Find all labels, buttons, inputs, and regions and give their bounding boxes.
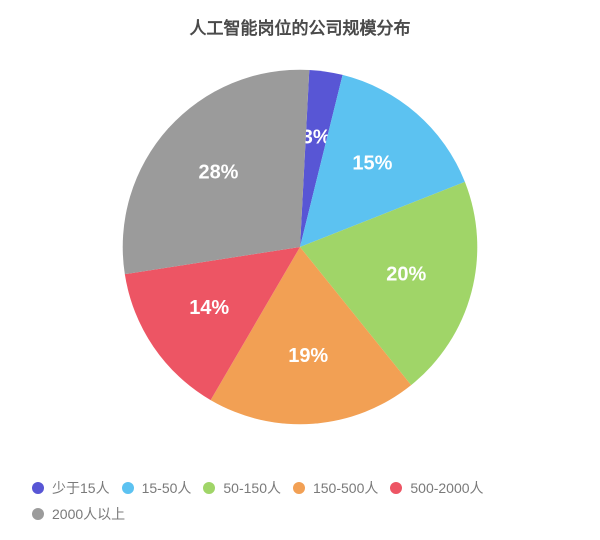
legend-label: 少于15人 bbox=[52, 478, 110, 498]
legend-swatch bbox=[293, 482, 305, 494]
legend-label: 2000人以上 bbox=[52, 504, 125, 524]
legend-swatch bbox=[122, 482, 134, 494]
legend-swatch bbox=[203, 482, 215, 494]
slice-label: 19% bbox=[288, 345, 328, 367]
legend-label: 50-150人 bbox=[223, 478, 281, 498]
legend-item: 150-500人 bbox=[293, 478, 378, 498]
legend: 少于15人 15-50人 50-150人 150-500人 500-2000人 2000人… bbox=[0, 478, 600, 524]
legend-label: 150-500人 bbox=[313, 478, 378, 498]
legend-swatch bbox=[32, 482, 44, 494]
legend-item: 15-50人 bbox=[122, 478, 192, 498]
legend-swatch bbox=[390, 482, 402, 494]
legend-item: 少于15人 bbox=[32, 478, 110, 498]
legend-item: 50-150人 bbox=[203, 478, 281, 498]
legend-item: 500-2000人 bbox=[390, 478, 483, 498]
chart-title: 人工智能岗位的公司规模分布 bbox=[0, 0, 600, 39]
slice-label: 15% bbox=[352, 153, 392, 175]
legend-swatch bbox=[32, 508, 44, 520]
legend-label: 500-2000人 bbox=[410, 478, 483, 498]
slice-label: 28% bbox=[198, 162, 238, 184]
slice-label: 20% bbox=[386, 263, 426, 285]
slice-label: 14% bbox=[189, 297, 229, 319]
pie-chart: 3%15%20%19%14%28% bbox=[105, 52, 495, 442]
legend-item: 2000人以上 bbox=[32, 504, 125, 524]
legend-label: 15-50人 bbox=[142, 478, 192, 498]
